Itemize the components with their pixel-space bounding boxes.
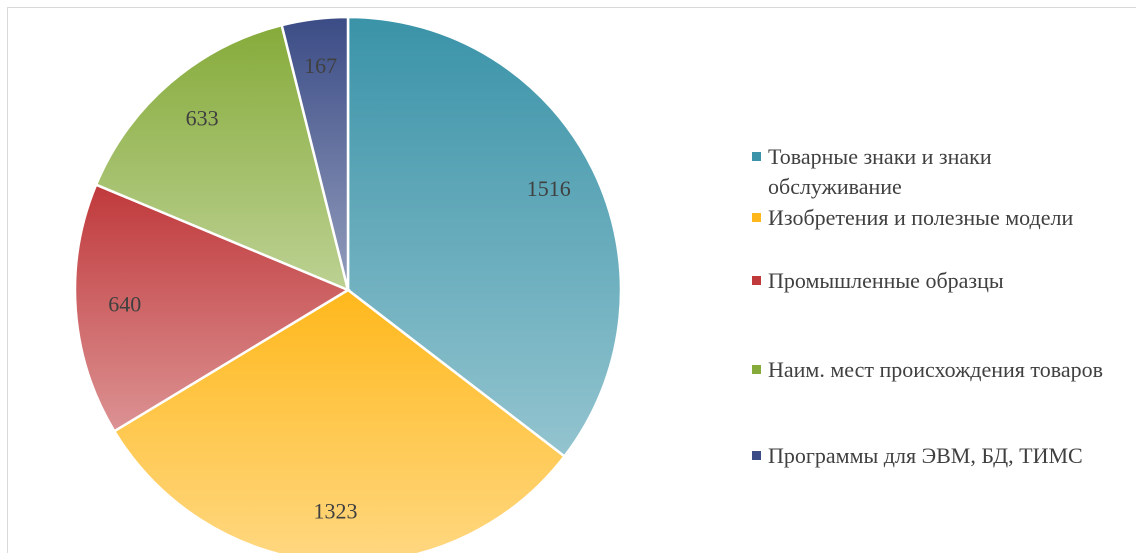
legend-label: Товарные знаки и знаки обслуживание <box>768 144 992 199</box>
legend-swatch <box>752 365 761 374</box>
data-label: 633 <box>186 105 219 130</box>
data-label: 167 <box>304 53 337 78</box>
pie-slice <box>346 15 623 459</box>
legend-label: Изобретения и полезные модели <box>768 205 1074 230</box>
data-label: 1516 <box>527 176 571 201</box>
legend-swatch <box>752 213 761 222</box>
legend-label: Промышленные образцы <box>768 268 1004 293</box>
data-label: 640 <box>108 292 141 317</box>
data-label: 1323 <box>314 499 358 524</box>
legend-swatch <box>752 451 761 460</box>
pie-slice <box>73 183 351 433</box>
chart-frame <box>7 7 1136 553</box>
pie-slice <box>280 15 350 291</box>
legend-label: Программы для ЭВМ, БД, ТИМС <box>768 443 1083 468</box>
pie-slice <box>112 288 567 553</box>
pie-slice <box>94 23 350 293</box>
legend-swatch <box>752 276 761 285</box>
legend-swatch <box>752 152 761 161</box>
legend-label: Наим. мест происхождения товаров <box>768 357 1103 382</box>
